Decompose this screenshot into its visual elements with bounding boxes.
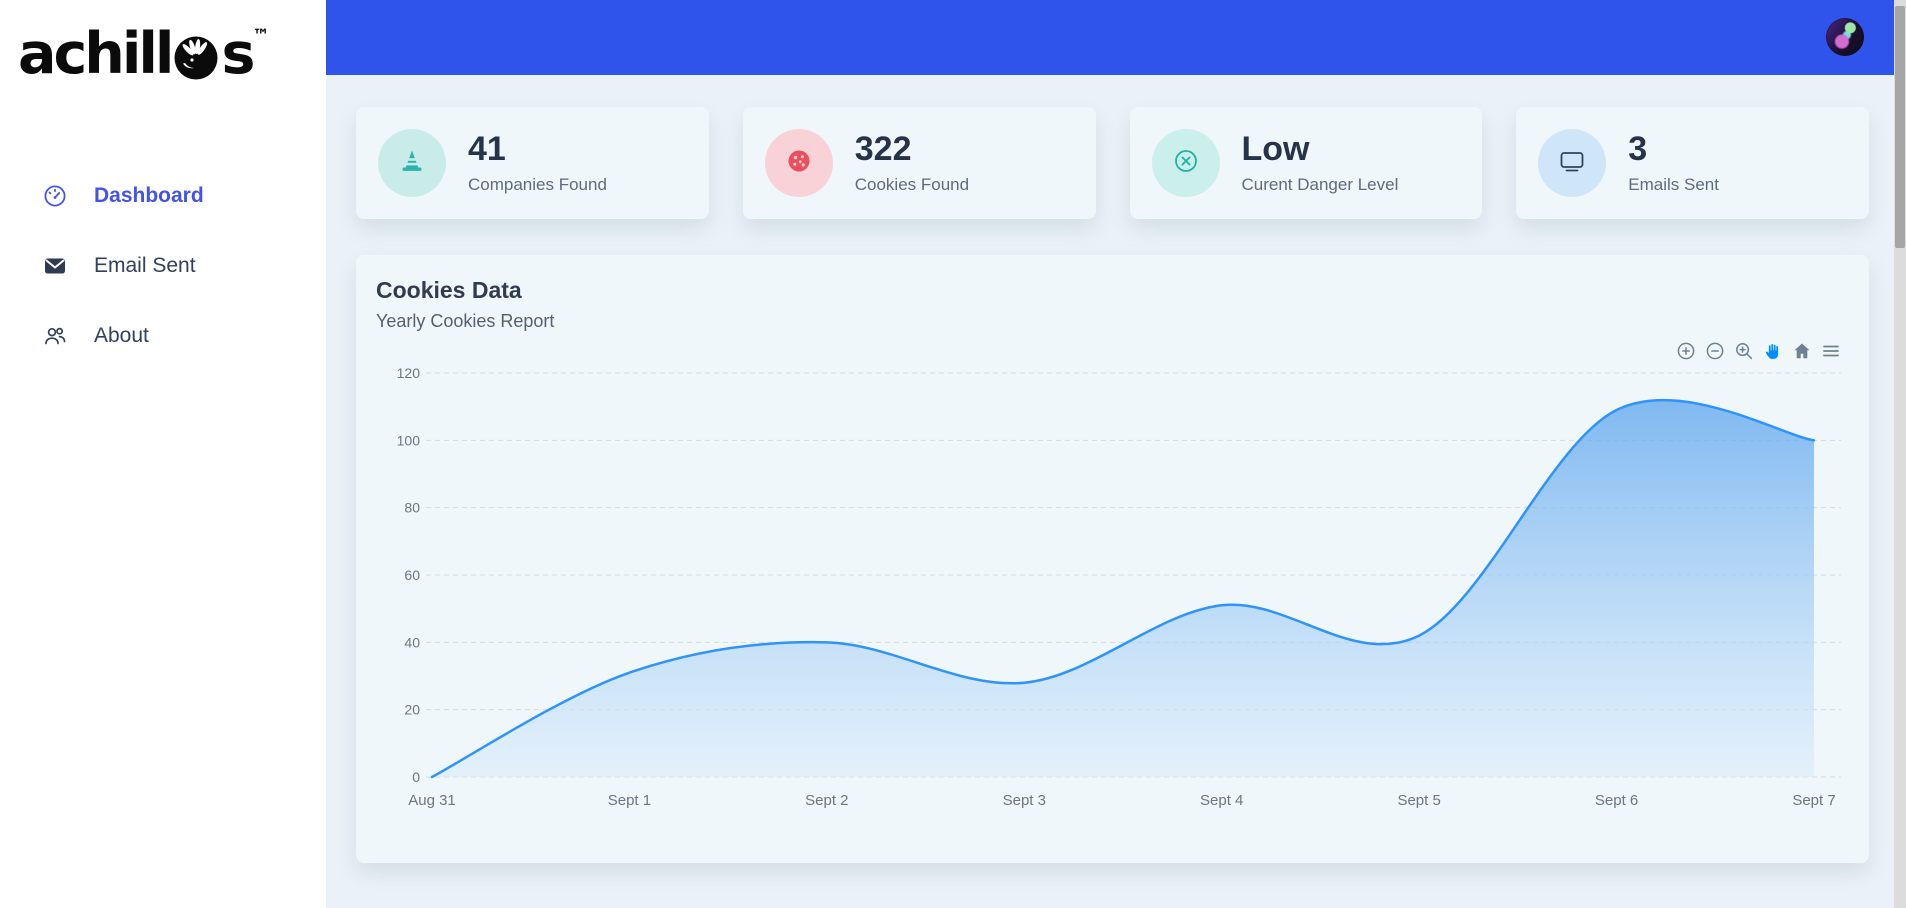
sidebar-nav: Dashboard Email Sent About (0, 170, 326, 380)
trademark-mark: ™ (252, 26, 270, 46)
main-content: 41 Companies Found (326, 75, 1894, 908)
traffic-cone-icon (397, 146, 427, 181)
stat-card-companies: 41 Companies Found (356, 107, 709, 219)
svg-text:Sept 3: Sept 3 (1003, 792, 1046, 809)
svg-text:0: 0 (412, 769, 420, 785)
zoom-in-icon[interactable] (1676, 341, 1696, 361)
stat-value: 3 (1628, 130, 1648, 169)
stat-text: 3 Emails Sent (1628, 130, 1719, 194)
logo-text-end: s (221, 21, 255, 87)
svg-text:80: 80 (404, 500, 420, 516)
stat-label: Curent Danger Level (1241, 174, 1399, 194)
selection-zoom-icon[interactable] (1734, 341, 1754, 361)
chart-toolbar (1676, 341, 1841, 361)
pan-icon[interactable] (1763, 341, 1783, 361)
user-avatar[interactable] (1826, 18, 1864, 56)
mail-icon (42, 253, 68, 279)
svg-text:Sept 5: Sept 5 (1397, 792, 1440, 809)
svg-text:Sept 1: Sept 1 (608, 792, 651, 809)
stat-icon-circle (764, 129, 833, 197)
cookies-chart-card: Cookies Data Yearly Cookies Report (356, 255, 1869, 863)
sidebar-item-dashboard[interactable]: Dashboard (0, 170, 326, 222)
vertical-scrollbar (1894, 0, 1906, 908)
sidebar-item-label: Dashboard (94, 184, 204, 207)
sidebar-item-label: Email Sent (94, 254, 196, 277)
stat-text: 322 Cookies Found (854, 130, 970, 194)
app-logo: achill s™ (18, 26, 269, 91)
scrollbar-thumb[interactable] (1895, 6, 1905, 248)
stat-label: Companies Found (468, 174, 607, 194)
svg-text:Sept 4: Sept 4 (1200, 792, 1243, 809)
monitor-icon (1557, 146, 1587, 181)
chart-subtitle: Yearly Cookies Report (376, 311, 555, 331)
sidebar-item-label: About (94, 324, 149, 347)
stat-label: Emails Sent (1628, 174, 1719, 194)
top-header (326, 0, 1894, 75)
gauge-icon (42, 183, 68, 209)
svg-text:60: 60 (404, 567, 420, 583)
svg-text:Sept 2: Sept 2 (805, 792, 848, 809)
stat-value: Low (1241, 130, 1310, 169)
zoom-out-icon[interactable] (1705, 341, 1725, 361)
stat-cards-row: 41 Companies Found (326, 75, 1894, 219)
sidebar: achill s™ Dashboard (0, 0, 326, 908)
svg-text:40: 40 (404, 634, 420, 650)
stat-icon-circle (1538, 129, 1607, 197)
stat-value: 322 (854, 130, 912, 169)
chart-title: Cookies Data (376, 277, 522, 303)
svg-text:100: 100 (397, 432, 421, 448)
cookies-area-chart[interactable]: 0 20 40 60 80 100 120 Aug 31 Sept 1 Sept 2 Sept 3 S… (376, 355, 1850, 835)
svg-text:20: 20 (404, 702, 420, 718)
lion-emblem-icon (172, 33, 220, 91)
stat-text: 41 Companies Found (468, 130, 607, 194)
stat-card-emails: 3 Emails Sent (1516, 107, 1869, 219)
stat-text: Low Curent Danger Level (1241, 130, 1399, 194)
cookie-icon (784, 146, 814, 181)
svg-text:120: 120 (397, 365, 421, 381)
logo-text-start: achill (18, 21, 174, 87)
home-icon[interactable] (1792, 341, 1812, 361)
stat-card-cookies: 322 Cookies Found (742, 107, 1096, 219)
menu-icon[interactable] (1821, 341, 1841, 361)
users-icon (42, 323, 68, 349)
svg-text:Sept 7: Sept 7 (1792, 792, 1835, 809)
stat-icon-circle (1151, 129, 1220, 197)
stat-card-danger-level: Low Curent Danger Level (1129, 107, 1483, 219)
sidebar-item-email-sent[interactable]: Email Sent (0, 240, 326, 292)
stat-value: 41 (468, 130, 506, 169)
svg-text:Aug 31: Aug 31 (408, 792, 456, 809)
stat-label: Cookies Found (854, 174, 970, 194)
x-circle-icon (1171, 146, 1201, 181)
svg-text:Sept 6: Sept 6 (1595, 792, 1638, 809)
stat-icon-circle (378, 129, 446, 197)
sidebar-item-about[interactable]: About (0, 310, 326, 362)
